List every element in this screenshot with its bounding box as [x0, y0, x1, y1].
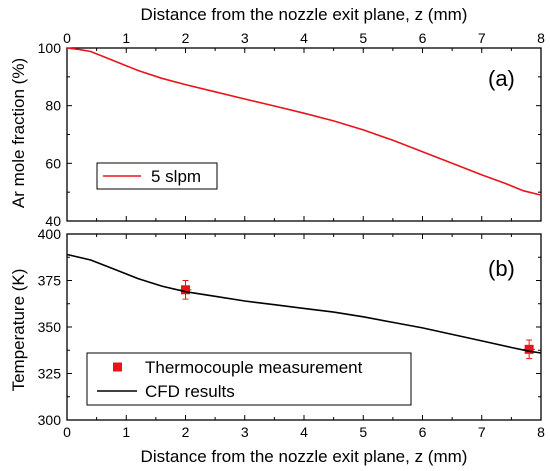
x-tick-label: 1 [122, 424, 130, 440]
x-tick-label: 0 [63, 424, 71, 440]
panel-b: 0 1 2 3 4 5 6 7 8 300 325 350 375 400 Thermocouple mea… [38, 226, 545, 440]
data-point [181, 285, 190, 295]
y-tick-label: 325 [38, 366, 62, 382]
panel-a: 0 1 2 3 4 5 6 7 8 40 60 80 100 5 slpm [38, 30, 545, 229]
x-tick-label: 8 [537, 424, 545, 440]
top-x-axis-label: Distance from the nozzle exit plane, z (… [141, 5, 468, 24]
x-tick-label: 0 [63, 30, 71, 46]
panel-b-y-axis-label: Temperature (K) [9, 269, 28, 392]
legend-label: CFD results [145, 382, 235, 401]
y-tick-label: 40 [45, 213, 61, 229]
legend-label: 5 slpm [151, 167, 201, 186]
panel-b-label: (b) [488, 256, 515, 281]
legend-swatch [113, 362, 122, 372]
bottom-x-axis-label: Distance from the nozzle exit plane, z (… [141, 447, 468, 466]
x-tick-label: 7 [478, 424, 486, 440]
x-tick-label: 8 [537, 30, 545, 46]
y-tick-label: 400 [38, 226, 62, 242]
x-tick-label: 5 [359, 424, 367, 440]
panel-a-y-axis-label: Ar mole fraction (%) [9, 58, 28, 208]
y-tick-label: 375 [38, 273, 62, 289]
x-tick-label: 7 [478, 30, 486, 46]
legend-label: Thermocouple measurement [145, 358, 363, 377]
y-tick-label: 60 [45, 155, 61, 171]
panel-a-label: (a) [488, 66, 515, 91]
series-line-a [66, 47, 542, 196]
y-tick-label: 100 [38, 40, 62, 56]
x-tick-label: 5 [359, 30, 367, 46]
series-line-b [66, 253, 542, 354]
data-point [524, 344, 534, 354]
y-tick-label: 350 [38, 319, 62, 335]
x-tick-label: 2 [182, 424, 190, 440]
y-tick-label: 300 [38, 412, 62, 428]
x-tick-label: 4 [300, 424, 308, 440]
panel-a-frame [66, 47, 542, 222]
legend-box [86, 352, 412, 406]
x-tick-label: 6 [419, 30, 427, 46]
x-tick-label: 1 [122, 30, 130, 46]
y-tick-label: 80 [45, 98, 61, 114]
x-tick-label: 3 [241, 424, 249, 440]
x-tick-label: 6 [419, 424, 427, 440]
x-tick-label: 2 [182, 30, 190, 46]
x-tick-label: 3 [241, 30, 249, 46]
x-tick-label: 4 [300, 30, 308, 46]
